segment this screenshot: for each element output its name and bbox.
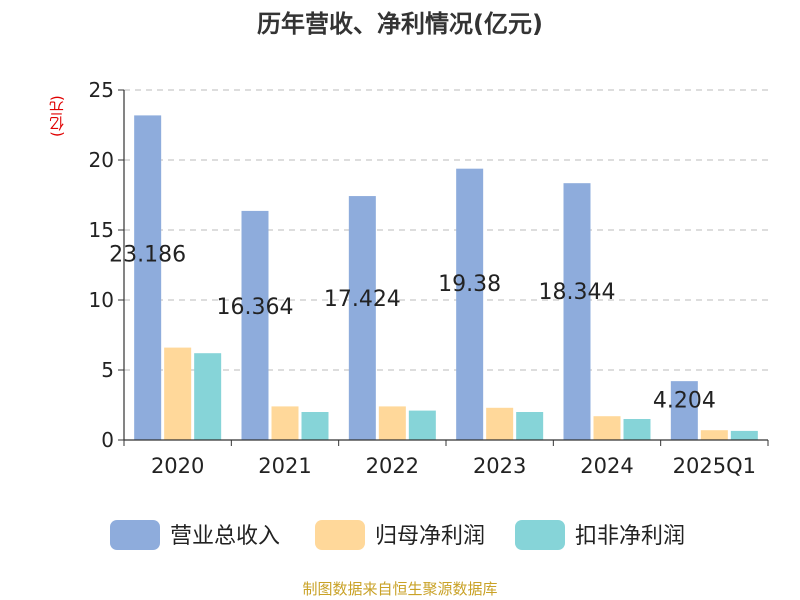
y-tick-label: 10	[89, 288, 114, 312]
bar-deducted-net-profit	[730, 430, 758, 440]
bar-revenue	[670, 381, 698, 440]
x-tick-label: 2022	[366, 454, 419, 478]
bar-revenue	[241, 210, 269, 440]
bar-revenue	[563, 183, 591, 440]
data-label: 18.344	[539, 280, 616, 305]
y-tick-label: 20	[89, 148, 114, 172]
data-label: 4.204	[653, 389, 716, 414]
bar-deducted-net-profit	[516, 412, 544, 440]
chart-title: 历年营收、净利情况(亿元)	[257, 10, 543, 38]
data-label: 23.186	[109, 242, 186, 267]
bar-deducted-net-profit	[301, 412, 329, 440]
bar-revenue	[456, 168, 484, 440]
bar-net-profit	[593, 416, 621, 440]
y-tick-label: 15	[89, 218, 114, 242]
y-tick-label: 25	[89, 78, 114, 102]
legend-swatch	[315, 520, 365, 550]
bar-net-profit	[700, 430, 728, 440]
bar-net-profit	[271, 406, 299, 440]
x-tick-label: 2024	[580, 454, 633, 478]
y-tick-label: 5	[101, 358, 114, 382]
y-tick-label: 0	[101, 428, 114, 452]
legend-label: 扣非净利润	[575, 524, 685, 549]
bar-net-profit	[378, 406, 406, 440]
grid-lines	[124, 89, 768, 371]
x-tick-label: 2021	[258, 454, 311, 478]
x-tick-label: 2023	[473, 454, 526, 478]
data-label: 16.364	[217, 295, 294, 320]
legend-swatch	[110, 520, 160, 550]
bar-deducted-net-profit	[408, 410, 436, 440]
bar-revenue	[134, 115, 162, 440]
x-tick-label: 2020	[151, 454, 204, 478]
x-tick-label: 2025Q1	[673, 454, 756, 478]
legend-label: 营业总收入	[170, 524, 280, 549]
bar-revenue	[348, 196, 376, 440]
axes: 0 5 10 15 20 25 2020 2021 2022 2023 2024 2025Q1	[89, 78, 769, 478]
bars	[134, 115, 758, 440]
legend-label: 归母净利润	[375, 524, 485, 549]
data-label: 17.424	[324, 287, 401, 312]
bar-net-profit	[486, 407, 514, 440]
data-label: 19.38	[438, 272, 501, 297]
bar-deducted-net-profit	[194, 353, 222, 440]
legend: 营业总收入 归母净利润 扣非净利润	[110, 520, 685, 550]
bar-net-profit	[164, 347, 192, 440]
source-note: 制图数据来自恒生聚源数据库	[302, 580, 498, 598]
data-labels: 23.186 16.364 17.424 19.38 18.344 4.204	[109, 242, 716, 413]
legend-swatch	[515, 520, 565, 550]
bar-deducted-net-profit	[623, 419, 651, 440]
